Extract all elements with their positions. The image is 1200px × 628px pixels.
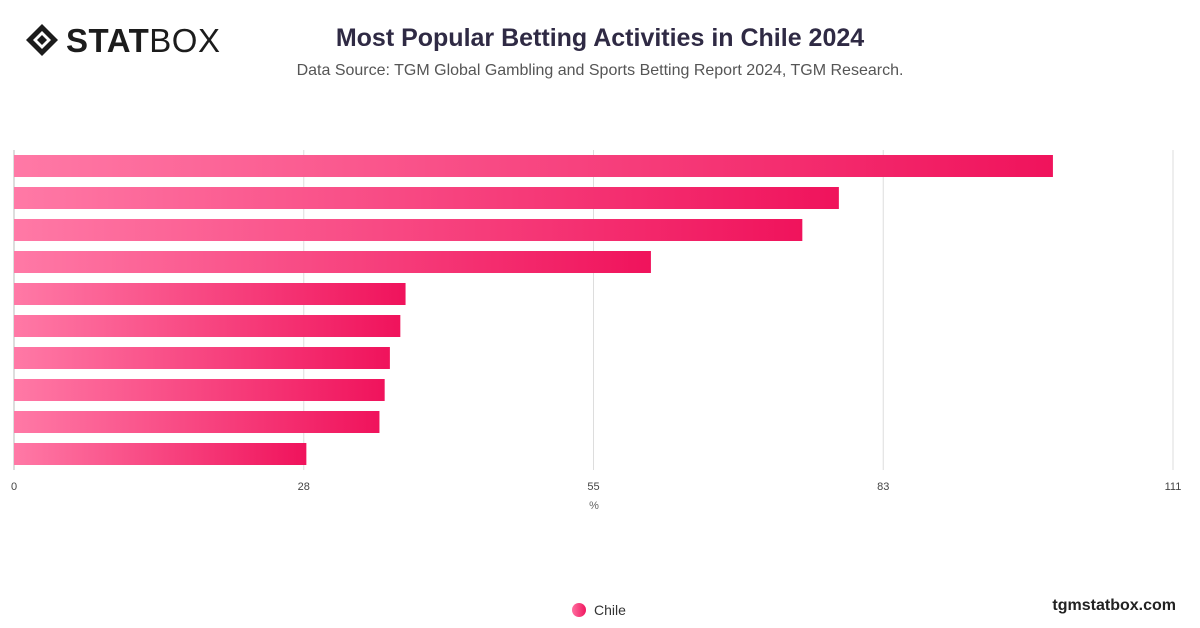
x-tick-label: 0 [11,481,17,493]
x-tick-label: 83 [877,481,889,493]
statbox-logo: STATBOX [24,22,220,58]
legend-marker [572,603,586,617]
website-url: tgmstatbox.com [1052,597,1176,614]
chart-subtitle: Data Source: TGM Global Gambling and Spo… [296,62,904,79]
bar[interactable] [14,219,803,241]
x-tick-label: 111 [1165,481,1182,493]
legend[interactable]: Chile [572,602,626,618]
bar[interactable] [14,155,1053,177]
x-tick-label: 55 [587,481,599,493]
legend-label: Chile [594,602,626,618]
x-tick-label: 28 [298,481,310,493]
bar[interactable] [14,187,839,209]
logo-wordmark: STATBOX [66,21,221,59]
chart-title: Most Popular Betting Activities in Chile… [335,24,865,52]
bar[interactable] [14,443,307,465]
bar[interactable] [14,283,406,305]
bar[interactable] [14,251,651,273]
diamond-logo-icon [26,24,58,56]
bar[interactable] [14,347,390,369]
bar[interactable] [14,379,385,401]
bar[interactable] [14,411,380,433]
bar[interactable] [14,315,401,337]
x-axis-label: % [589,500,599,512]
